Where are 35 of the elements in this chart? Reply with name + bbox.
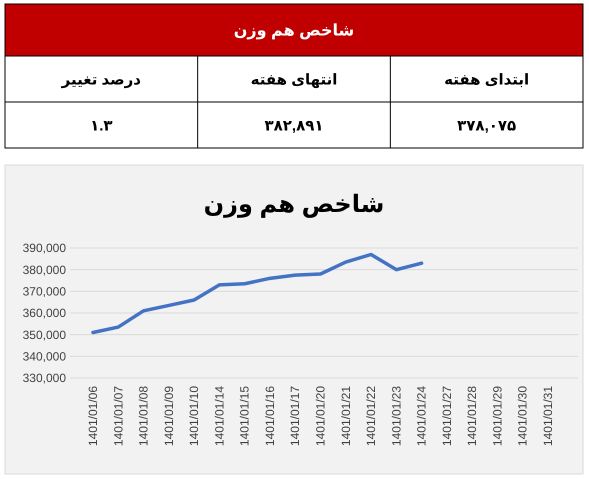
- x-tick-label: 1401/01/21: [338, 386, 353, 446]
- x-tick-label: 1401/01/15: [238, 386, 252, 446]
- text: ۳۷۸,۰۷۵: [457, 117, 516, 134]
- y-tick-label: 340,000: [22, 350, 66, 364]
- x-tick-label: 1401/01/20: [314, 386, 328, 446]
- x-tick-label: 1401/01/10: [187, 386, 202, 446]
- text: انتهای هفته: [250, 71, 338, 88]
- text: ۱.۳: [90, 117, 113, 134]
- chart-title: شاخص هم وزن: [204, 191, 384, 218]
- x-tick-label: 1401/01/22: [364, 386, 378, 446]
- x-tick-label: 1401/01/30: [516, 386, 530, 446]
- y-tick-label: 380,000: [22, 262, 66, 277]
- y-tick-label: 330,000: [22, 371, 66, 386]
- x-tick-label: 1401/01/17: [288, 386, 302, 446]
- x-tick-label: 1401/01/09: [162, 386, 176, 446]
- y-tick-label: 350,000: [22, 328, 66, 342]
- x-tick-label: 1401/01/16: [262, 386, 277, 446]
- x-tick-label: 1401/01/14: [212, 386, 226, 446]
- line-series: [91, 252, 424, 334]
- text: ابتدای هفته: [444, 71, 530, 88]
- x-tick-label: 1401/01/29: [490, 386, 504, 446]
- x-tick-label: 1401/01/08: [136, 386, 151, 446]
- x-tick-label: 1401/01/28: [465, 386, 480, 446]
- x-tick-label: 1401/01/24: [414, 386, 429, 446]
- x-tick-label: 1401/01/07: [111, 386, 126, 446]
- y-tick-label: 370,000: [22, 284, 66, 299]
- x-tick-label: 1401/01/31: [541, 386, 555, 446]
- text: درصد تغییر: [60, 71, 142, 88]
- x-tick-label: 1401/01/27: [440, 386, 454, 446]
- y-tick-label: 390,000: [22, 241, 66, 256]
- y-tick-label: 360,000: [22, 306, 66, 320]
- text: شاخص هم وزن: [234, 22, 354, 40]
- x-tick-label: 1401/01/06: [86, 386, 100, 446]
- x-tick-label: 1401/01/23: [389, 386, 404, 446]
- text: ۳۸۲,۸۹۱: [264, 117, 324, 134]
